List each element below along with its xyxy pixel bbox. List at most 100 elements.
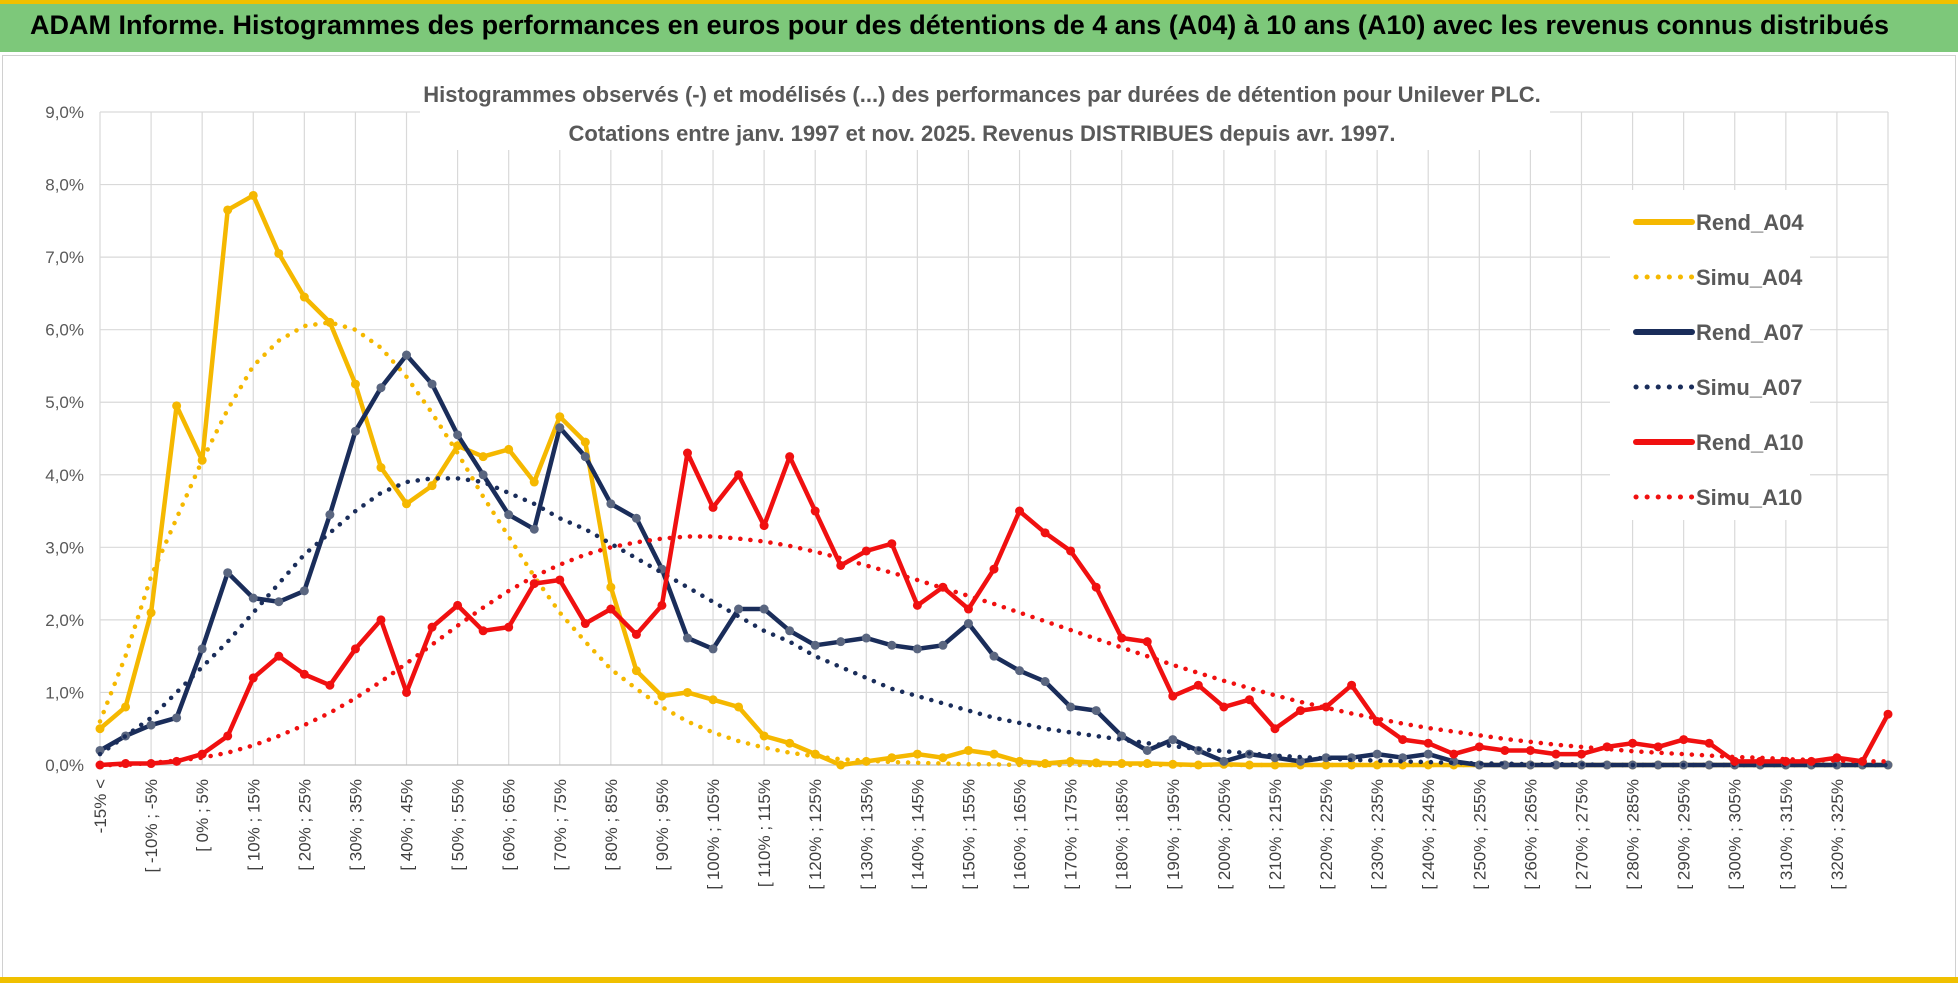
data-point [580, 619, 590, 629]
y-tick-label: 9,0% [45, 103, 84, 122]
data-point [95, 745, 105, 755]
data-point [1193, 680, 1203, 690]
x-tick-label: [ 50% ; 55% [449, 779, 468, 871]
data-point [402, 499, 412, 509]
data-point [1474, 742, 1484, 752]
data-point [1168, 691, 1178, 701]
x-tick-label: [ 230% ; 235% [1368, 779, 1387, 890]
data-point [963, 619, 973, 629]
x-tick-label: [ 40% ; 45% [398, 779, 417, 871]
data-point [376, 615, 386, 625]
data-point [248, 673, 258, 683]
data-point [1015, 666, 1025, 676]
data-point [1653, 742, 1663, 752]
page-title: ADAM Informe. Histogrammes des performan… [30, 10, 1890, 40]
chart-series [95, 190, 1893, 770]
data-point [146, 608, 156, 618]
bottom-accent-strip [0, 977, 1958, 983]
series-line-simu-a10 [97, 534, 1891, 768]
data-point [529, 524, 539, 534]
data-point [606, 499, 616, 509]
x-tick-label: [ 120% ; 125% [806, 779, 825, 890]
x-tick-label: [ 200% ; 205% [1215, 779, 1234, 890]
data-point [580, 437, 590, 447]
x-tick-label: [ 160% ; 165% [1011, 779, 1030, 890]
data-point [1066, 702, 1076, 712]
y-tick-label: 2,0% [45, 611, 84, 630]
data-point [274, 651, 284, 661]
x-tick-label: -15% < [91, 779, 110, 833]
data-point [682, 687, 692, 697]
data-point [1576, 749, 1586, 759]
data-point [1500, 745, 1510, 755]
data-point [1244, 695, 1254, 705]
x-tick-label: [ 90% ; 95% [653, 779, 672, 871]
x-tick-label: [ 310% ; 315% [1777, 779, 1796, 890]
data-point [1449, 749, 1459, 759]
x-tick-label: [ 290% ; 295% [1675, 779, 1694, 890]
data-point [1347, 680, 1357, 690]
data-point [989, 749, 999, 759]
data-point [1730, 756, 1740, 766]
data-point [785, 626, 795, 636]
data-point [325, 510, 335, 520]
data-point [1321, 760, 1331, 770]
x-tick-label: [ 0% ; 5% [193, 779, 212, 852]
data-point [1551, 749, 1561, 759]
data-point [172, 713, 182, 723]
chart-title-line-2: Cotations entre janv. 1997 et nov. 2025.… [569, 121, 1396, 146]
x-tick-label: [ 260% ; 265% [1521, 779, 1540, 890]
data-point [402, 687, 412, 697]
data-point [376, 463, 386, 473]
data-point [836, 637, 846, 647]
data-point [708, 644, 718, 654]
data-point [1679, 735, 1689, 745]
data-point [1372, 749, 1382, 759]
data-point [274, 597, 284, 607]
data-point [223, 205, 233, 215]
y-tick-label: 7,0% [45, 248, 84, 267]
legend-label: Simu_A10 [1696, 485, 1802, 510]
data-point [887, 539, 897, 549]
data-point [453, 600, 463, 610]
data-point [402, 350, 412, 360]
data-point [95, 724, 105, 734]
legend-label: Rend_A04 [1696, 210, 1804, 235]
data-point [861, 546, 871, 556]
data-point [478, 626, 488, 636]
data-point [121, 702, 131, 712]
data-point [785, 738, 795, 748]
data-point [938, 640, 948, 650]
data-point [248, 190, 258, 200]
legend-box [1610, 190, 1810, 520]
data-point [810, 506, 820, 516]
legend: Rend_A04 Simu_A04 Rend_A07 Simu_A07 Rend_A10… [1610, 190, 1810, 520]
x-tick-label: [ 20% ; 25% [295, 779, 314, 871]
data-point [427, 481, 437, 491]
data-point [172, 401, 182, 411]
data-point [325, 317, 335, 327]
data-point [350, 426, 360, 436]
y-tick-label: 8,0% [45, 176, 84, 195]
data-point [1372, 760, 1382, 770]
data-point [631, 629, 641, 639]
y-tick-label: 5,0% [45, 393, 84, 412]
data-point [1066, 546, 1076, 556]
data-point [453, 441, 463, 451]
data-point [1219, 756, 1229, 766]
y-tick-label: 6,0% [45, 321, 84, 340]
data-point [861, 633, 871, 643]
data-point [248, 593, 258, 603]
data-point [121, 759, 131, 769]
chart-title-line-1: Histogrammes observés (-) et modélisés (… [423, 82, 1540, 107]
y-tick-label: 1,0% [45, 683, 84, 702]
data-point [555, 575, 565, 585]
x-tick-label: [ 130% ; 135% [857, 779, 876, 890]
data-point [1015, 506, 1025, 516]
data-point [325, 680, 335, 690]
legend-label: Rend_A07 [1696, 320, 1804, 345]
x-tick-label: [ 190% ; 195% [1164, 779, 1183, 890]
y-axis: 0,0% 1,0% 2,0% 3,0% 4,0% 5,0% 6,0% 7,0% 8,0% 9,0% [45, 103, 84, 775]
x-tick-label: [ 140% ; 145% [908, 779, 927, 890]
